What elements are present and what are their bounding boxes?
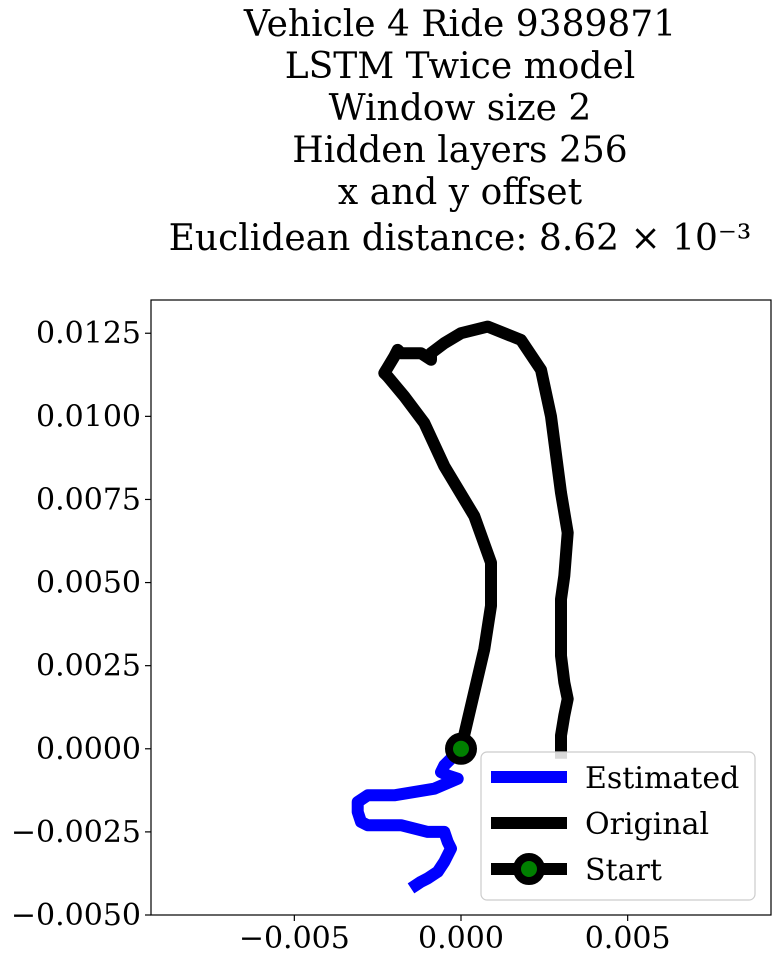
y-tick-label: 0.0050 <box>36 566 141 601</box>
start-marker-group <box>445 732 477 765</box>
y-tick-label: 0.0000 <box>36 732 141 767</box>
legend-marker-start <box>513 853 545 885</box>
legend-label-original: Original <box>585 807 709 842</box>
start-marker <box>445 732 477 765</box>
x-tick-label: 0.005 <box>585 921 671 956</box>
y-tick-label: −0.0025 <box>11 815 141 850</box>
legend-label-estimated: Estimated <box>585 761 739 796</box>
title-line-5: x and y offset <box>338 172 583 213</box>
y-tick-label: 0.0125 <box>36 316 141 351</box>
y-tick-label: 0.0025 <box>36 649 141 684</box>
y-axis: −0.0050 −0.0025 0.0000 0.0025 0.0050 0.0075 0.… <box>11 316 151 933</box>
series-line-original <box>378 320 574 759</box>
legend: Estimated Original Start <box>480 751 756 901</box>
title-line-4: Hidden layers 256 <box>292 130 627 171</box>
y-tick-label: 0.0075 <box>36 482 141 517</box>
title-line-6: Euclidean distance: 8.62 × 10⁻³ <box>169 218 752 259</box>
x-tick-label: −0.005 <box>239 921 350 956</box>
legend-label-start: Start <box>585 853 662 888</box>
title-line-2: LSTM Twice model <box>285 46 636 87</box>
title-line-3: Window size 2 <box>329 88 592 129</box>
title-line-1: Vehicle 4 Ride 9389871 <box>243 4 676 45</box>
y-tick-label: −0.0050 <box>11 898 141 933</box>
x-tick-label: 0.000 <box>418 921 504 956</box>
series-line-estimated <box>351 744 466 894</box>
chart-title: Vehicle 4 Ride 9389871 LSTM Twice model … <box>169 4 752 259</box>
series-lines <box>351 320 574 894</box>
x-axis: −0.005 0.000 0.005 <box>239 915 671 956</box>
y-tick-label: 0.0100 <box>36 399 141 434</box>
